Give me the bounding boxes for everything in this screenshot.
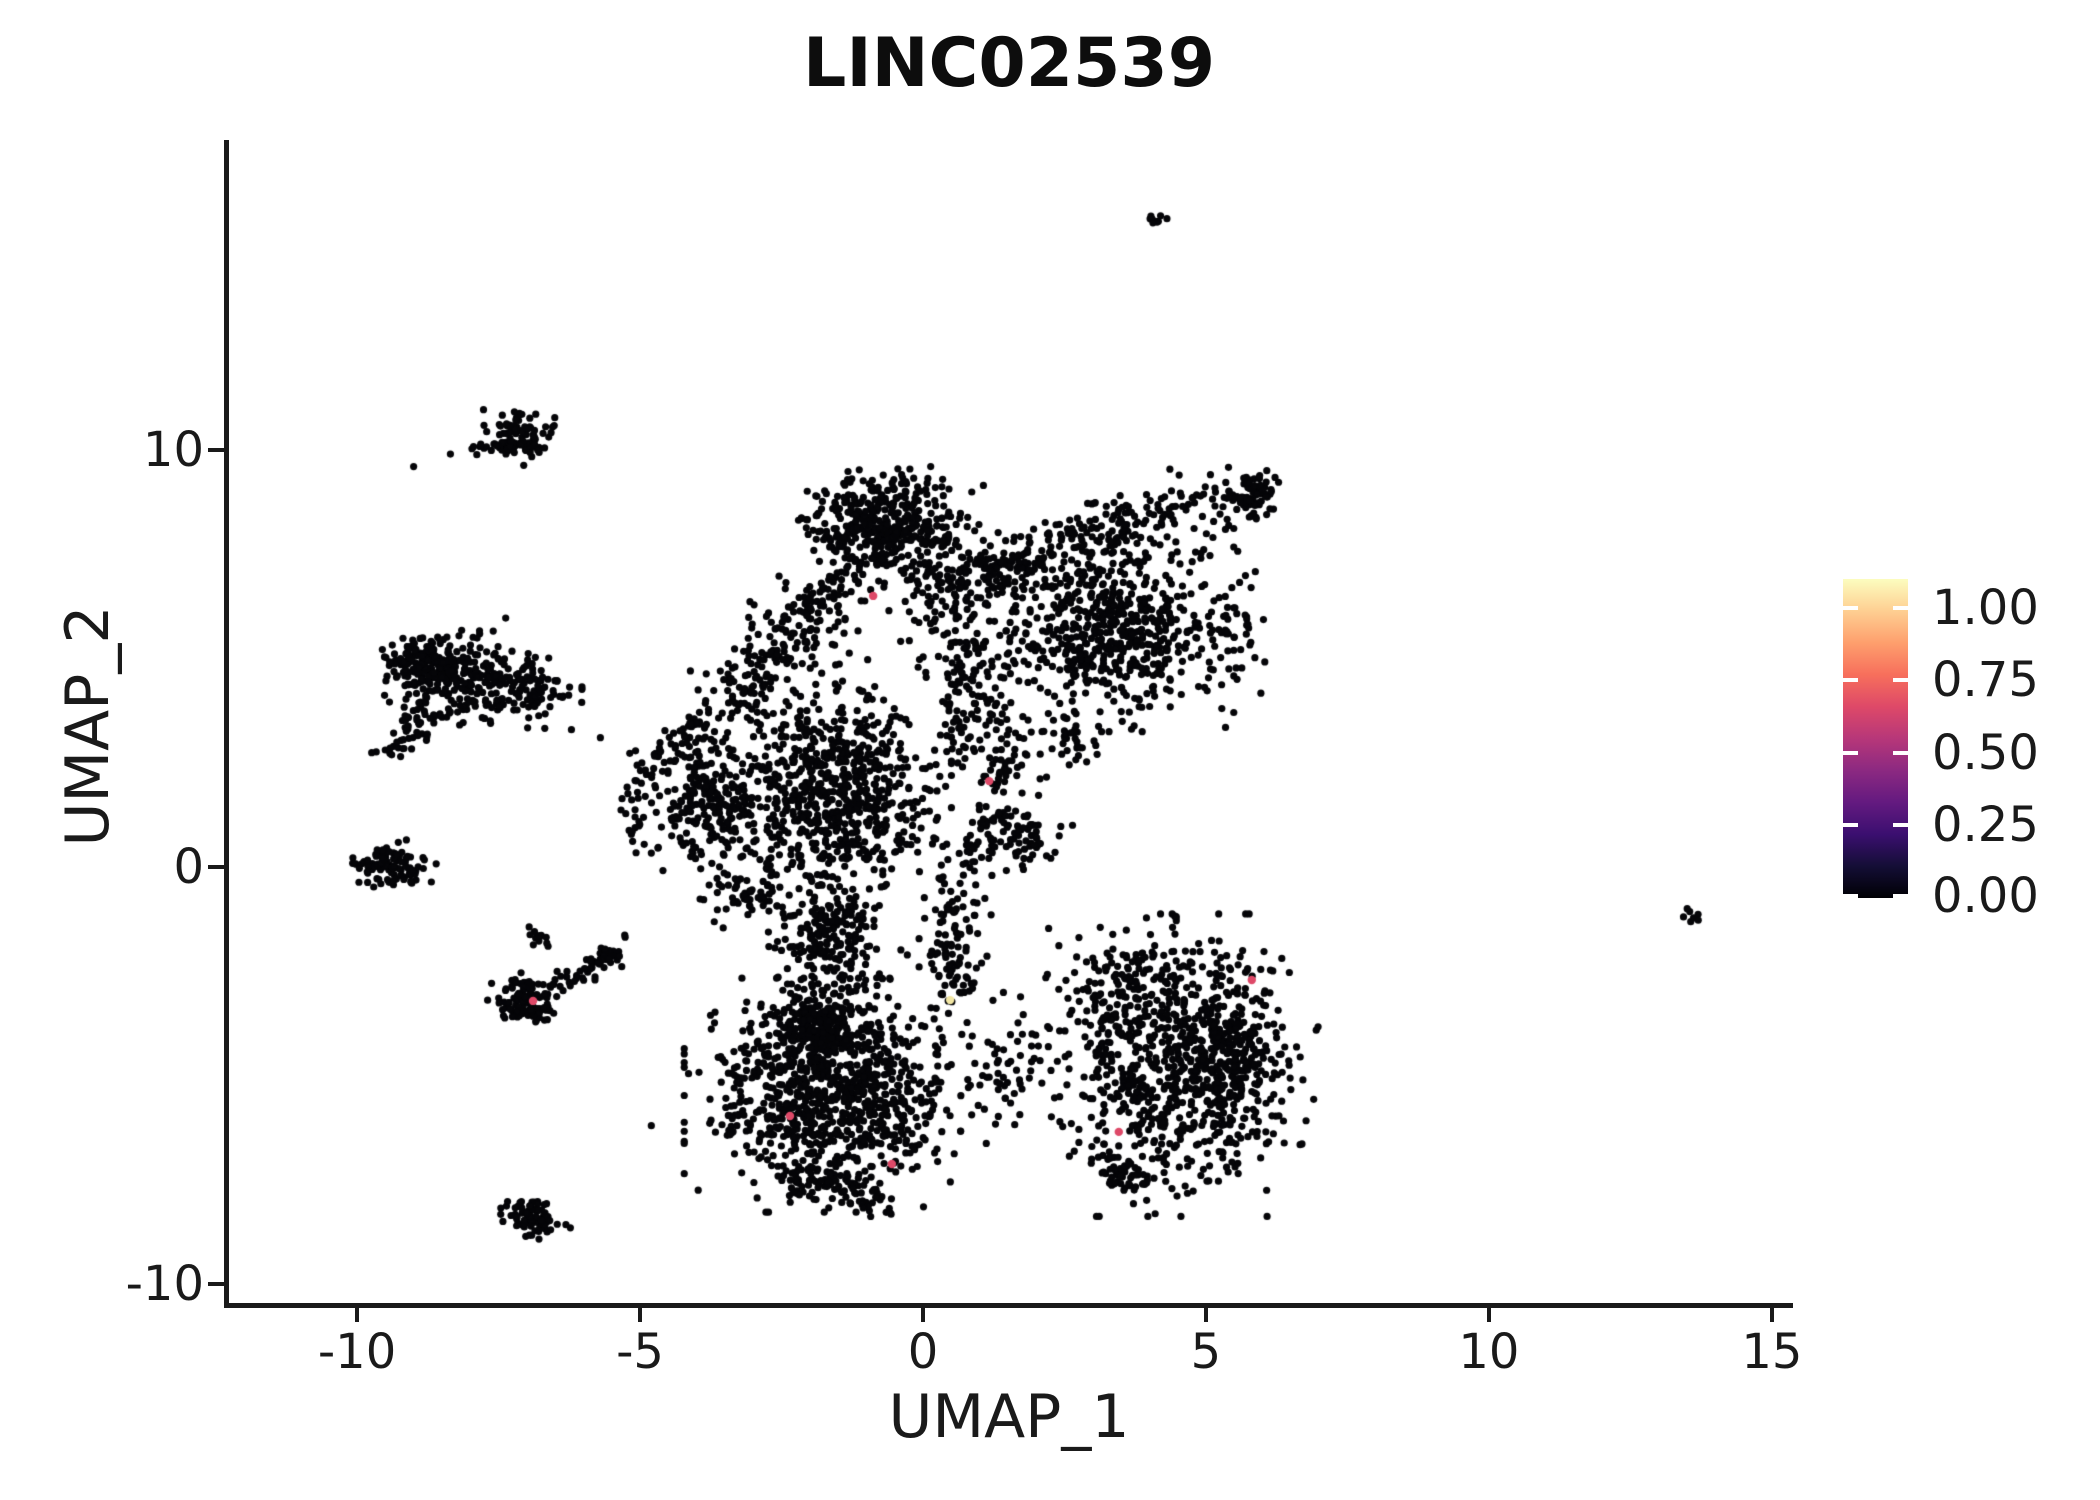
x-axis-tick: [920, 1306, 925, 1322]
colorbar-gradient: [1843, 579, 1908, 898]
y-axis-line: [224, 140, 229, 1308]
y-axis-label: UMAP_2: [53, 605, 123, 847]
colorbar-tick: [1843, 894, 1858, 899]
plot-panel: [228, 140, 1790, 1305]
x-axis-tick-label: 15: [1741, 1324, 1803, 1380]
colorbar: [1843, 579, 1908, 899]
y-axis-tick-label: -10: [125, 1256, 204, 1313]
x-axis-tick: [638, 1306, 642, 1322]
plot-title: LINC02539: [802, 24, 1216, 103]
y-axis-tick: [208, 865, 224, 870]
colorbar-tick: [1893, 606, 1908, 611]
x-axis-tick: [1486, 1306, 1491, 1322]
x-axis-tick-label: 0: [907, 1324, 939, 1380]
colorbar-tick: [1893, 750, 1908, 755]
x-axis-tick-label: -10: [317, 1324, 397, 1380]
colorbar-tick: [1843, 822, 1858, 827]
x-axis-tick: [1203, 1306, 1208, 1322]
colorbar-tick-label: 1.00: [1932, 580, 2039, 637]
x-axis-tick: [1769, 1306, 1774, 1322]
y-axis-tick-label: 0: [173, 839, 204, 896]
y-axis-tick-label: 10: [142, 421, 204, 478]
x-axis-tick-label: 10: [1458, 1324, 1520, 1380]
x-axis-tick-label: 5: [1190, 1324, 1222, 1380]
colorbar-tick-label: 0.50: [1932, 724, 2039, 781]
x-axis-label: UMAP_1: [888, 1382, 1130, 1452]
colorbar-tick: [1893, 894, 1908, 899]
x-axis-tick-label: -5: [616, 1324, 664, 1380]
colorbar-tick: [1843, 678, 1858, 683]
colorbar-tick: [1893, 678, 1908, 683]
x-axis-tick: [355, 1306, 360, 1322]
colorbar-tick-label: 0.75: [1932, 652, 2039, 709]
colorbar-tick-label: 0.25: [1932, 796, 2039, 853]
umap-scatter-canvas: [228, 140, 1790, 1305]
y-axis-tick: [208, 1282, 224, 1287]
colorbar-tick: [1843, 750, 1858, 755]
colorbar-tick: [1893, 822, 1908, 827]
colorbar-tick: [1843, 606, 1858, 611]
y-axis-tick: [208, 447, 224, 452]
colorbar-tick-label: 0.00: [1932, 868, 2039, 925]
x-axis-line: [224, 1303, 1793, 1308]
